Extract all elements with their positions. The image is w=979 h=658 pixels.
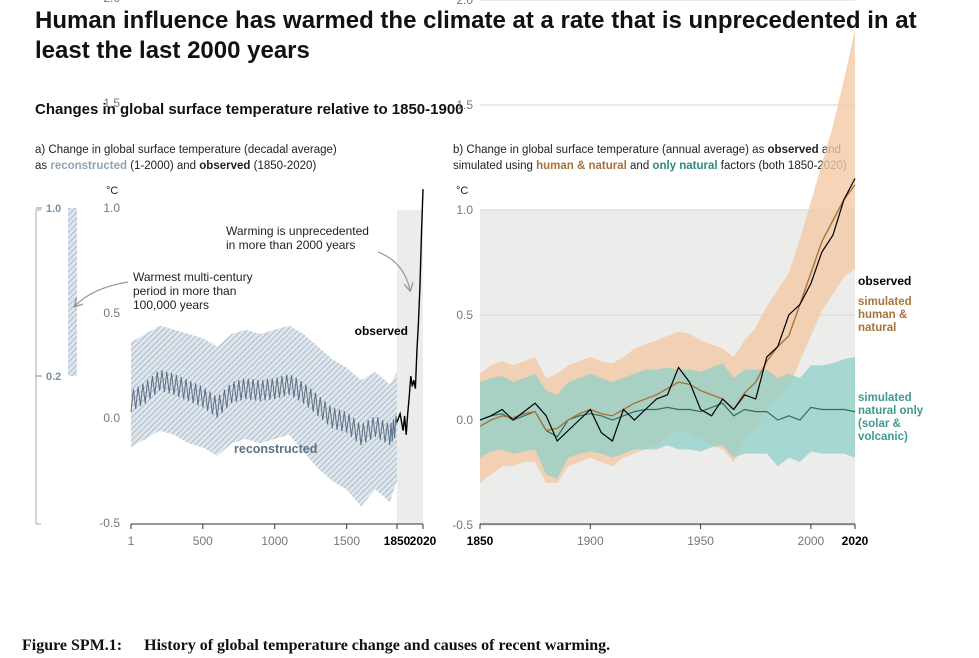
panel-a-title-end: (1850-2020) <box>250 160 317 172</box>
caption-text: History of global temperature change and… <box>144 637 611 654</box>
panel-a-title-observed: observed <box>199 160 251 172</box>
note-warmest-arrow <box>75 281 129 306</box>
y-unit-label: °C <box>456 185 468 197</box>
note-warmest-line2: period in more than <box>133 284 236 298</box>
reconstructed-label: reconstructed <box>234 442 317 456</box>
note-warmest-line3: 100,000 years <box>133 298 209 312</box>
panel-b-title-pre: b) Change in global surface temperature … <box>453 144 768 156</box>
note-unprecedented-arrow <box>377 251 410 290</box>
panel-b-title-sim: simulated using <box>453 160 537 172</box>
y-tick-label: 1.0 <box>103 201 120 215</box>
panel-b-title: b) Change in global surface temperature … <box>453 142 923 174</box>
y-tick-label: -0.5 <box>452 518 473 532</box>
reconstructed-uncertainty-band <box>131 325 397 507</box>
observed-line <box>396 189 424 435</box>
note-unprecedented-line1: Warming is unprecedented <box>226 224 369 238</box>
panel-a-title-mid: (1-2000) and <box>127 160 200 172</box>
y-unit-label: °C <box>106 185 118 197</box>
hn-label-line2: human & <box>858 309 907 321</box>
panel-b-title-observed: observed <box>767 144 819 156</box>
panel-b-title-nat: only natural <box>652 160 718 172</box>
y-tick-label: 0.0 <box>103 411 120 425</box>
panel-a-title: a) Change in global surface temperature … <box>35 142 435 174</box>
nat-label-line4: volcanic) <box>858 431 908 443</box>
y-tick-label: 0.0 <box>456 413 473 427</box>
x-tick-label: 1850 <box>384 534 411 548</box>
x-tick-label: 1500 <box>333 534 360 548</box>
figure-caption: Figure SPM.1: History of global temperatu… <box>22 637 610 655</box>
x-tick-label: 500 <box>193 534 213 548</box>
panel-a-title-reconstructed: reconstructed <box>50 160 128 172</box>
hn-label-line3: natural <box>858 322 896 334</box>
side-tick-label: 0.2 <box>46 371 61 383</box>
x-tick-label: 1000 <box>261 534 288 548</box>
panel-a-title-as: as <box>35 160 51 172</box>
y-tick-label: 0.5 <box>103 306 120 320</box>
y-tick-label: 1.5 <box>103 96 120 110</box>
hn-label-line1: simulated <box>858 296 912 308</box>
nat-label-line3: (solar & <box>858 418 901 430</box>
reconstructed-line <box>130 370 398 446</box>
panel-b-title-end: factors (both 1850-2020) <box>717 160 847 172</box>
x-tick-label: 2020 <box>842 534 869 548</box>
y-tick-label: 2.0 <box>103 0 120 5</box>
highlight-period-bg <box>397 210 423 524</box>
y-tick-label: 0.5 <box>456 308 473 322</box>
side-tick-label: 1.0 <box>46 203 61 215</box>
observed-label: observed <box>858 274 911 288</box>
x-tick-label: 1900 <box>577 534 604 548</box>
panel-b-title-hn: human & natural <box>536 160 627 172</box>
panel-b-chart: 2.0 1.5 1.0 0.5 0.0 -0.5 °C 1850 1900 1950 2000 202… <box>452 0 924 548</box>
note-unprecedented-line2: in more than 2000 years <box>226 238 355 252</box>
warmest-period-bar <box>68 208 77 376</box>
x-tick-label: 1850 <box>467 534 494 548</box>
nat-label-line2: natural only <box>858 405 924 417</box>
nat-label-line1: simulated <box>858 392 912 404</box>
y-tick-label: 1.0 <box>456 203 473 217</box>
subtitle: Changes in global surface temperature re… <box>35 101 464 118</box>
x-tick-label: 2020 <box>410 534 437 548</box>
figure-svg: 2.01.51.00.50.0-0.5-1°C15001000150018502… <box>35 0 924 548</box>
x-tick-label: 1 <box>128 534 135 548</box>
observed-label: observed <box>355 324 408 338</box>
y-tick-label: 2.0 <box>456 0 473 7</box>
natural-band <box>480 357 855 479</box>
panel-a-chart: 2.01.51.00.50.0-0.5-1°C15001000150018502… <box>35 0 437 548</box>
panel-a-title-line1: a) Change in global surface temperature … <box>35 144 337 156</box>
caption-label: Figure SPM.1: <box>22 637 123 654</box>
observed-line <box>479 178 856 443</box>
x-tick-label: 2000 <box>798 534 825 548</box>
x-tick-label: 1950 <box>687 534 714 548</box>
human-natural-line <box>479 184 856 432</box>
note-warmest-line1: Warmest multi-century <box>133 270 253 284</box>
y-tick-label: -0.5 <box>99 516 120 530</box>
main-title: Human influence has warmed the climate a… <box>35 7 917 64</box>
panel-b-title-and2: and <box>626 160 653 172</box>
y-tick-label: 1.5 <box>456 98 473 112</box>
